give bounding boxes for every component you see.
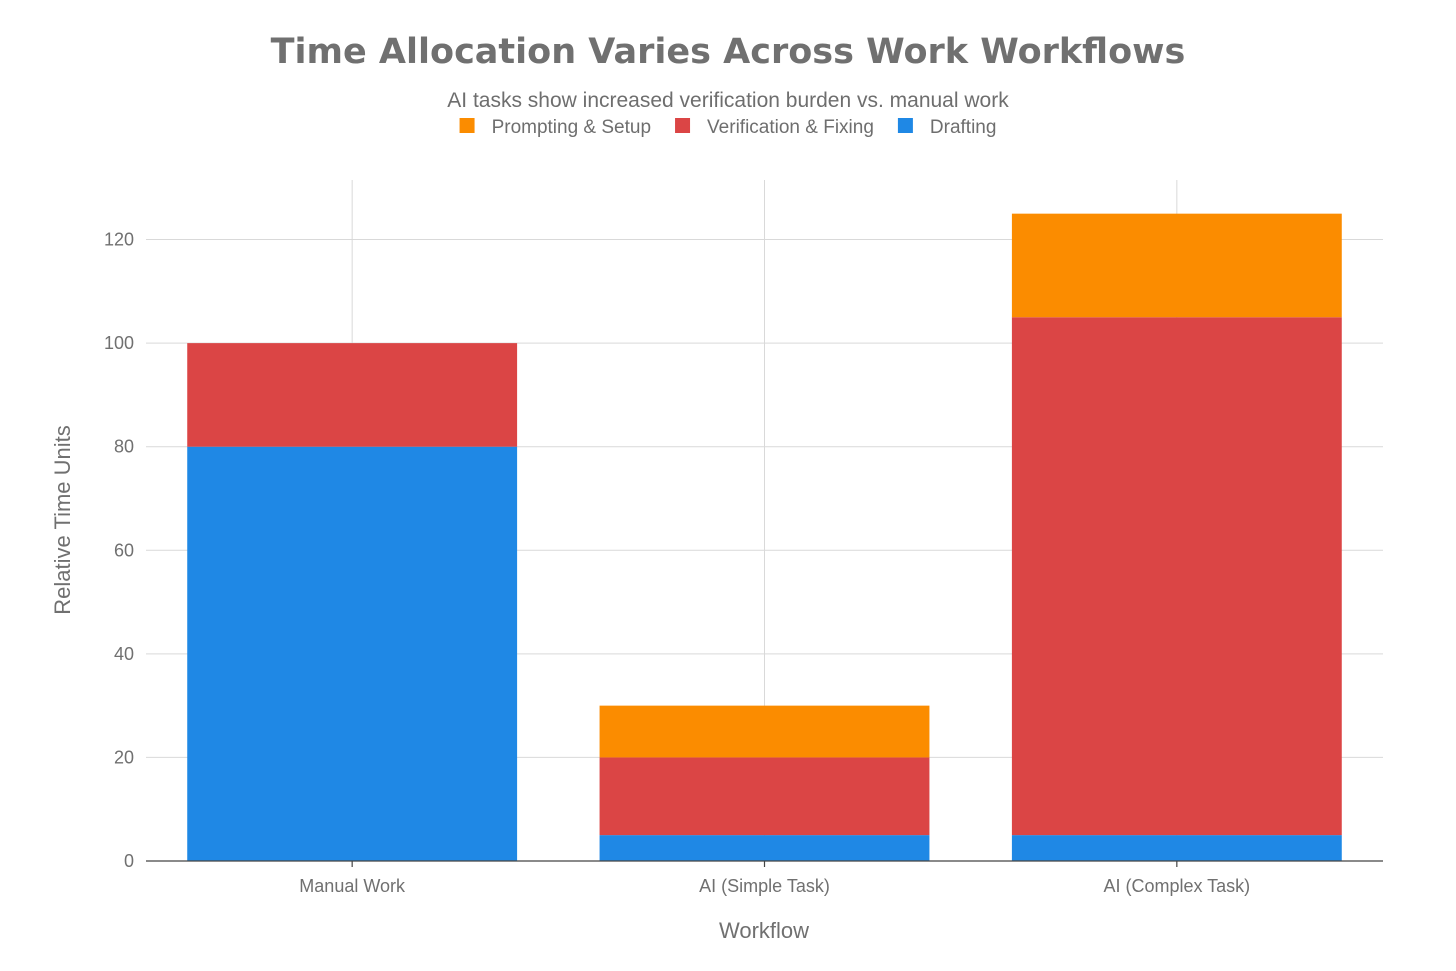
legend-swatch (459, 118, 475, 133)
bar-segment-prompting-setup (599, 705, 930, 758)
bar-segment-verification-fixing (599, 757, 930, 836)
x-tick-label: AI (Simple Task) (699, 876, 830, 896)
x-axis-title: Workflow (719, 918, 809, 943)
legend-swatch (897, 118, 913, 133)
bar-segment-drafting (187, 446, 518, 861)
y-tick-label: 100 (104, 333, 134, 353)
bar-segment-verification-fixing (187, 343, 518, 447)
y-tick-label: 120 (104, 230, 134, 250)
bar-segment-drafting (1011, 835, 1342, 861)
chart-title: Time Allocation Varies Across Work Workf… (271, 32, 1186, 72)
y-tick-label: 60 (114, 540, 134, 560)
bar-segment-verification-fixing (1011, 317, 1342, 836)
y-axis-title: Relative Time Units (50, 425, 75, 615)
y-tick-label: 0 (124, 851, 134, 871)
bar-segment-drafting (599, 835, 930, 861)
legend: Prompting & Setup Verification & Fixing Dr… (459, 117, 997, 138)
chart-subtitle: AI tasks show increased verification bur… (447, 89, 1009, 112)
bars (187, 213, 1342, 861)
legend-label: Drafting (930, 117, 997, 138)
y-tick-label: 20 (114, 747, 134, 767)
x-tick-label: Manual Work (299, 876, 406, 896)
legend-item: Prompting & Setup (459, 117, 651, 138)
y-tick-label: 40 (114, 644, 134, 664)
legend-label: Prompting & Setup (492, 117, 651, 138)
legend-swatch (675, 118, 691, 133)
bar-segment-prompting-setup (1011, 213, 1342, 318)
x-tick-label: AI (Complex Task) (1103, 876, 1250, 896)
legend-item: Drafting (897, 117, 997, 138)
legend-label: Verification & Fixing (707, 117, 874, 138)
legend-item: Verification & Fixing (675, 117, 874, 138)
axes: 0 20 40 60 80 100 120 Manual Work AI (Simple Tas… (104, 230, 1383, 896)
y-tick-label: 80 (114, 437, 134, 457)
